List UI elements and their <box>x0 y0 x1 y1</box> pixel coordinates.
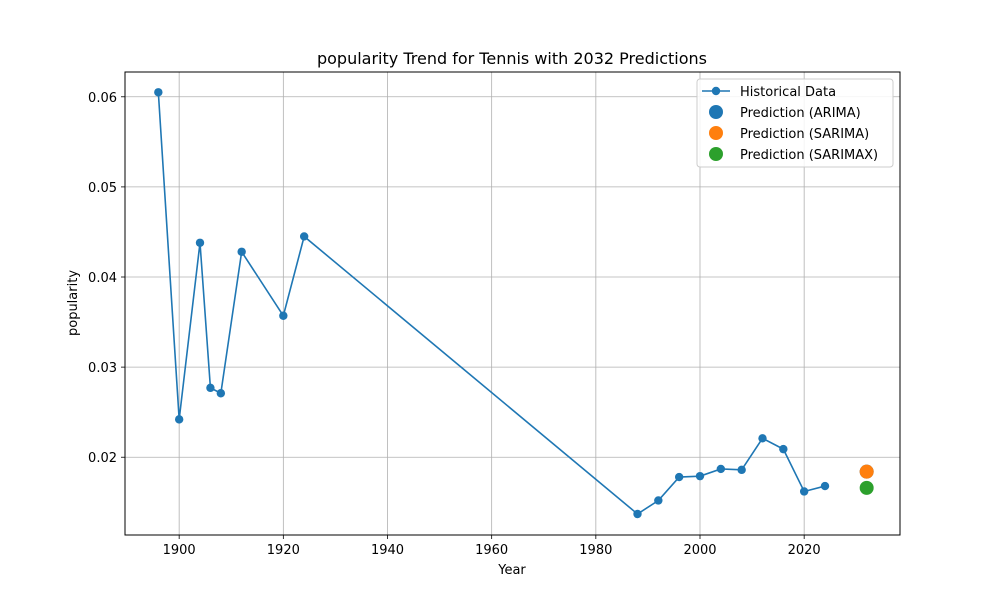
historical-point <box>779 444 788 454</box>
plot-series <box>154 88 874 519</box>
x-tick-label: 1900 <box>163 543 196 558</box>
historical-point <box>299 232 309 241</box>
legend-label: Historical Data <box>740 85 836 100</box>
chart-title: popularity Trend for Tennis with 2032 Pr… <box>317 49 707 68</box>
axis-ticks: 1900 1920 1940 1960 1980 2000 2020 0.02 0.03 0.04… <box>88 91 821 558</box>
x-tick-label: 2000 <box>683 543 716 558</box>
legend-label: Prediction (SARIMAX) <box>740 148 878 163</box>
legend-label: Prediction (ARIMA) <box>740 106 861 121</box>
legend-point-swatch <box>709 105 723 119</box>
historical-point <box>716 464 726 474</box>
y-tick-label: 0.06 <box>88 91 117 106</box>
x-tick-label: 1920 <box>267 543 300 558</box>
historical-point <box>237 247 246 256</box>
x-axis-label: Year <box>497 563 526 578</box>
y-tick-label: 0.05 <box>88 181 117 196</box>
legend-label: Prediction (SARIMA) <box>740 127 869 142</box>
legend-point-swatch <box>709 126 723 140</box>
legend-marker-swatch <box>711 86 721 96</box>
historical-point <box>633 509 642 519</box>
historical-point <box>195 238 205 247</box>
legend-box <box>696 78 894 168</box>
historical-point <box>654 496 663 505</box>
x-tick-label: 1940 <box>371 543 404 558</box>
y-tick-label: 0.02 <box>88 451 117 466</box>
historical-point <box>674 472 684 482</box>
x-tick-label: 1960 <box>475 543 508 558</box>
historical-point <box>737 465 746 475</box>
prediction-point-prediction-sarima <box>859 464 874 479</box>
plot-frame <box>124 71 901 536</box>
historical-point <box>216 389 226 398</box>
historical-point <box>174 415 184 424</box>
historical-point <box>279 311 288 320</box>
historical-point <box>799 487 809 496</box>
historical-point <box>820 481 830 491</box>
legend-point-swatch <box>709 147 723 161</box>
historical-point <box>206 383 215 393</box>
y-tick-label: 0.04 <box>88 271 117 286</box>
prediction-point-prediction-sarimax <box>859 480 874 495</box>
x-tick-label: 2020 <box>788 543 821 558</box>
historical-point <box>758 434 767 443</box>
legend: Historical Data Prediction (ARIMA) Predict… <box>696 78 894 168</box>
y-axis-label: popularity <box>66 270 81 336</box>
x-tick-label: 1980 <box>579 543 612 558</box>
historical-point <box>695 471 705 481</box>
historical-point <box>154 88 163 97</box>
y-tick-label: 0.03 <box>88 361 117 376</box>
